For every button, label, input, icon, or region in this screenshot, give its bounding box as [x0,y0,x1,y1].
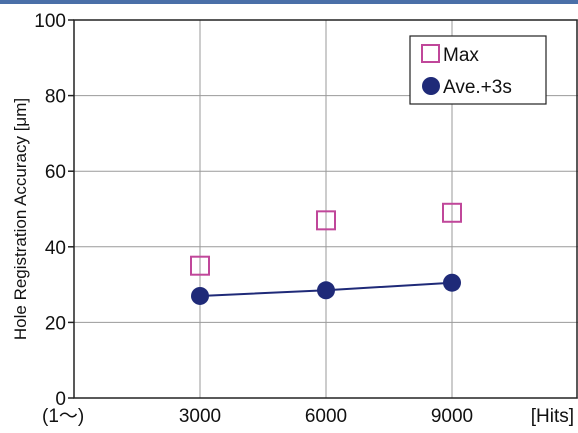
ave-point [317,281,335,300]
y-axis-label: Hole Registration Accuracy [μm] [11,98,30,340]
series-layer [190,202,462,305]
x-tick-label: 3000 [179,406,221,427]
legend-ave-label: Ave.+3s [443,77,512,98]
y-tick-labels: 0 20 40 60 80 100 [34,11,66,410]
legend-max-label: Max [443,45,479,66]
ave-point [443,273,461,292]
y-tick-label: 20 [45,313,66,334]
y-tick-label: 60 [45,162,66,183]
ave-point [191,286,209,305]
x-tick-labels: 3000 6000 9000 [179,406,473,427]
legend-max-swatch [421,44,440,63]
legend-ave-swatch [422,77,440,95]
max-point [442,202,462,223]
x-tick-label: 9000 [431,406,473,427]
max-point [190,255,210,276]
y-tick-label: 80 [45,87,66,108]
y-tick-label: 0 [55,389,66,410]
x-origin-label: (1～) [42,406,84,427]
x-unit-label: [Hits] [531,406,574,427]
y-tick-label: 100 [34,11,66,32]
plot-frame [73,19,578,399]
max-point [316,210,336,231]
x-tick-label: 6000 [305,406,347,427]
legend: Max Ave.+3s [409,35,547,105]
y-tick-label: 40 [45,238,66,259]
top-edge-bar [0,0,578,4]
